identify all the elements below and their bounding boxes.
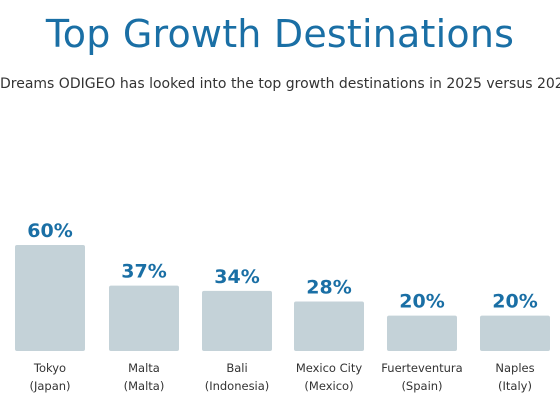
bar bbox=[15, 245, 85, 351]
category-country-label: (Spain) bbox=[401, 379, 442, 393]
category-label: Tokyo bbox=[33, 361, 66, 375]
bar-value-label: 20% bbox=[399, 291, 444, 313]
bar bbox=[294, 301, 364, 351]
category-country-label: (Italy) bbox=[498, 379, 532, 393]
category-country-label: (Indonesia) bbox=[205, 379, 270, 393]
bar bbox=[202, 290, 272, 351]
bar bbox=[109, 285, 179, 351]
bar-value-label: 37% bbox=[121, 261, 166, 283]
category-country-label: (Mexico) bbox=[304, 379, 353, 393]
bar-value-label: 28% bbox=[306, 277, 351, 299]
bar-value-label: 20% bbox=[492, 291, 537, 313]
bar-value-label: 60% bbox=[27, 220, 72, 242]
category-country-label: (Japan) bbox=[29, 379, 70, 393]
bar bbox=[480, 315, 550, 351]
chart-subtitle: Dreams ODIGEO has looked into the top gr… bbox=[0, 76, 560, 92]
bar bbox=[387, 315, 457, 351]
category-label: Fuerteventura bbox=[381, 361, 462, 375]
category-label: Malta bbox=[128, 361, 160, 375]
category-label: Mexico City bbox=[296, 361, 363, 375]
category-label: Naples bbox=[495, 361, 534, 375]
category-label: Bali bbox=[226, 361, 247, 375]
bar-value-label: 34% bbox=[214, 266, 259, 288]
chart-title: Top Growth Destinations bbox=[45, 12, 515, 56]
category-country-label: (Malta) bbox=[124, 379, 165, 393]
